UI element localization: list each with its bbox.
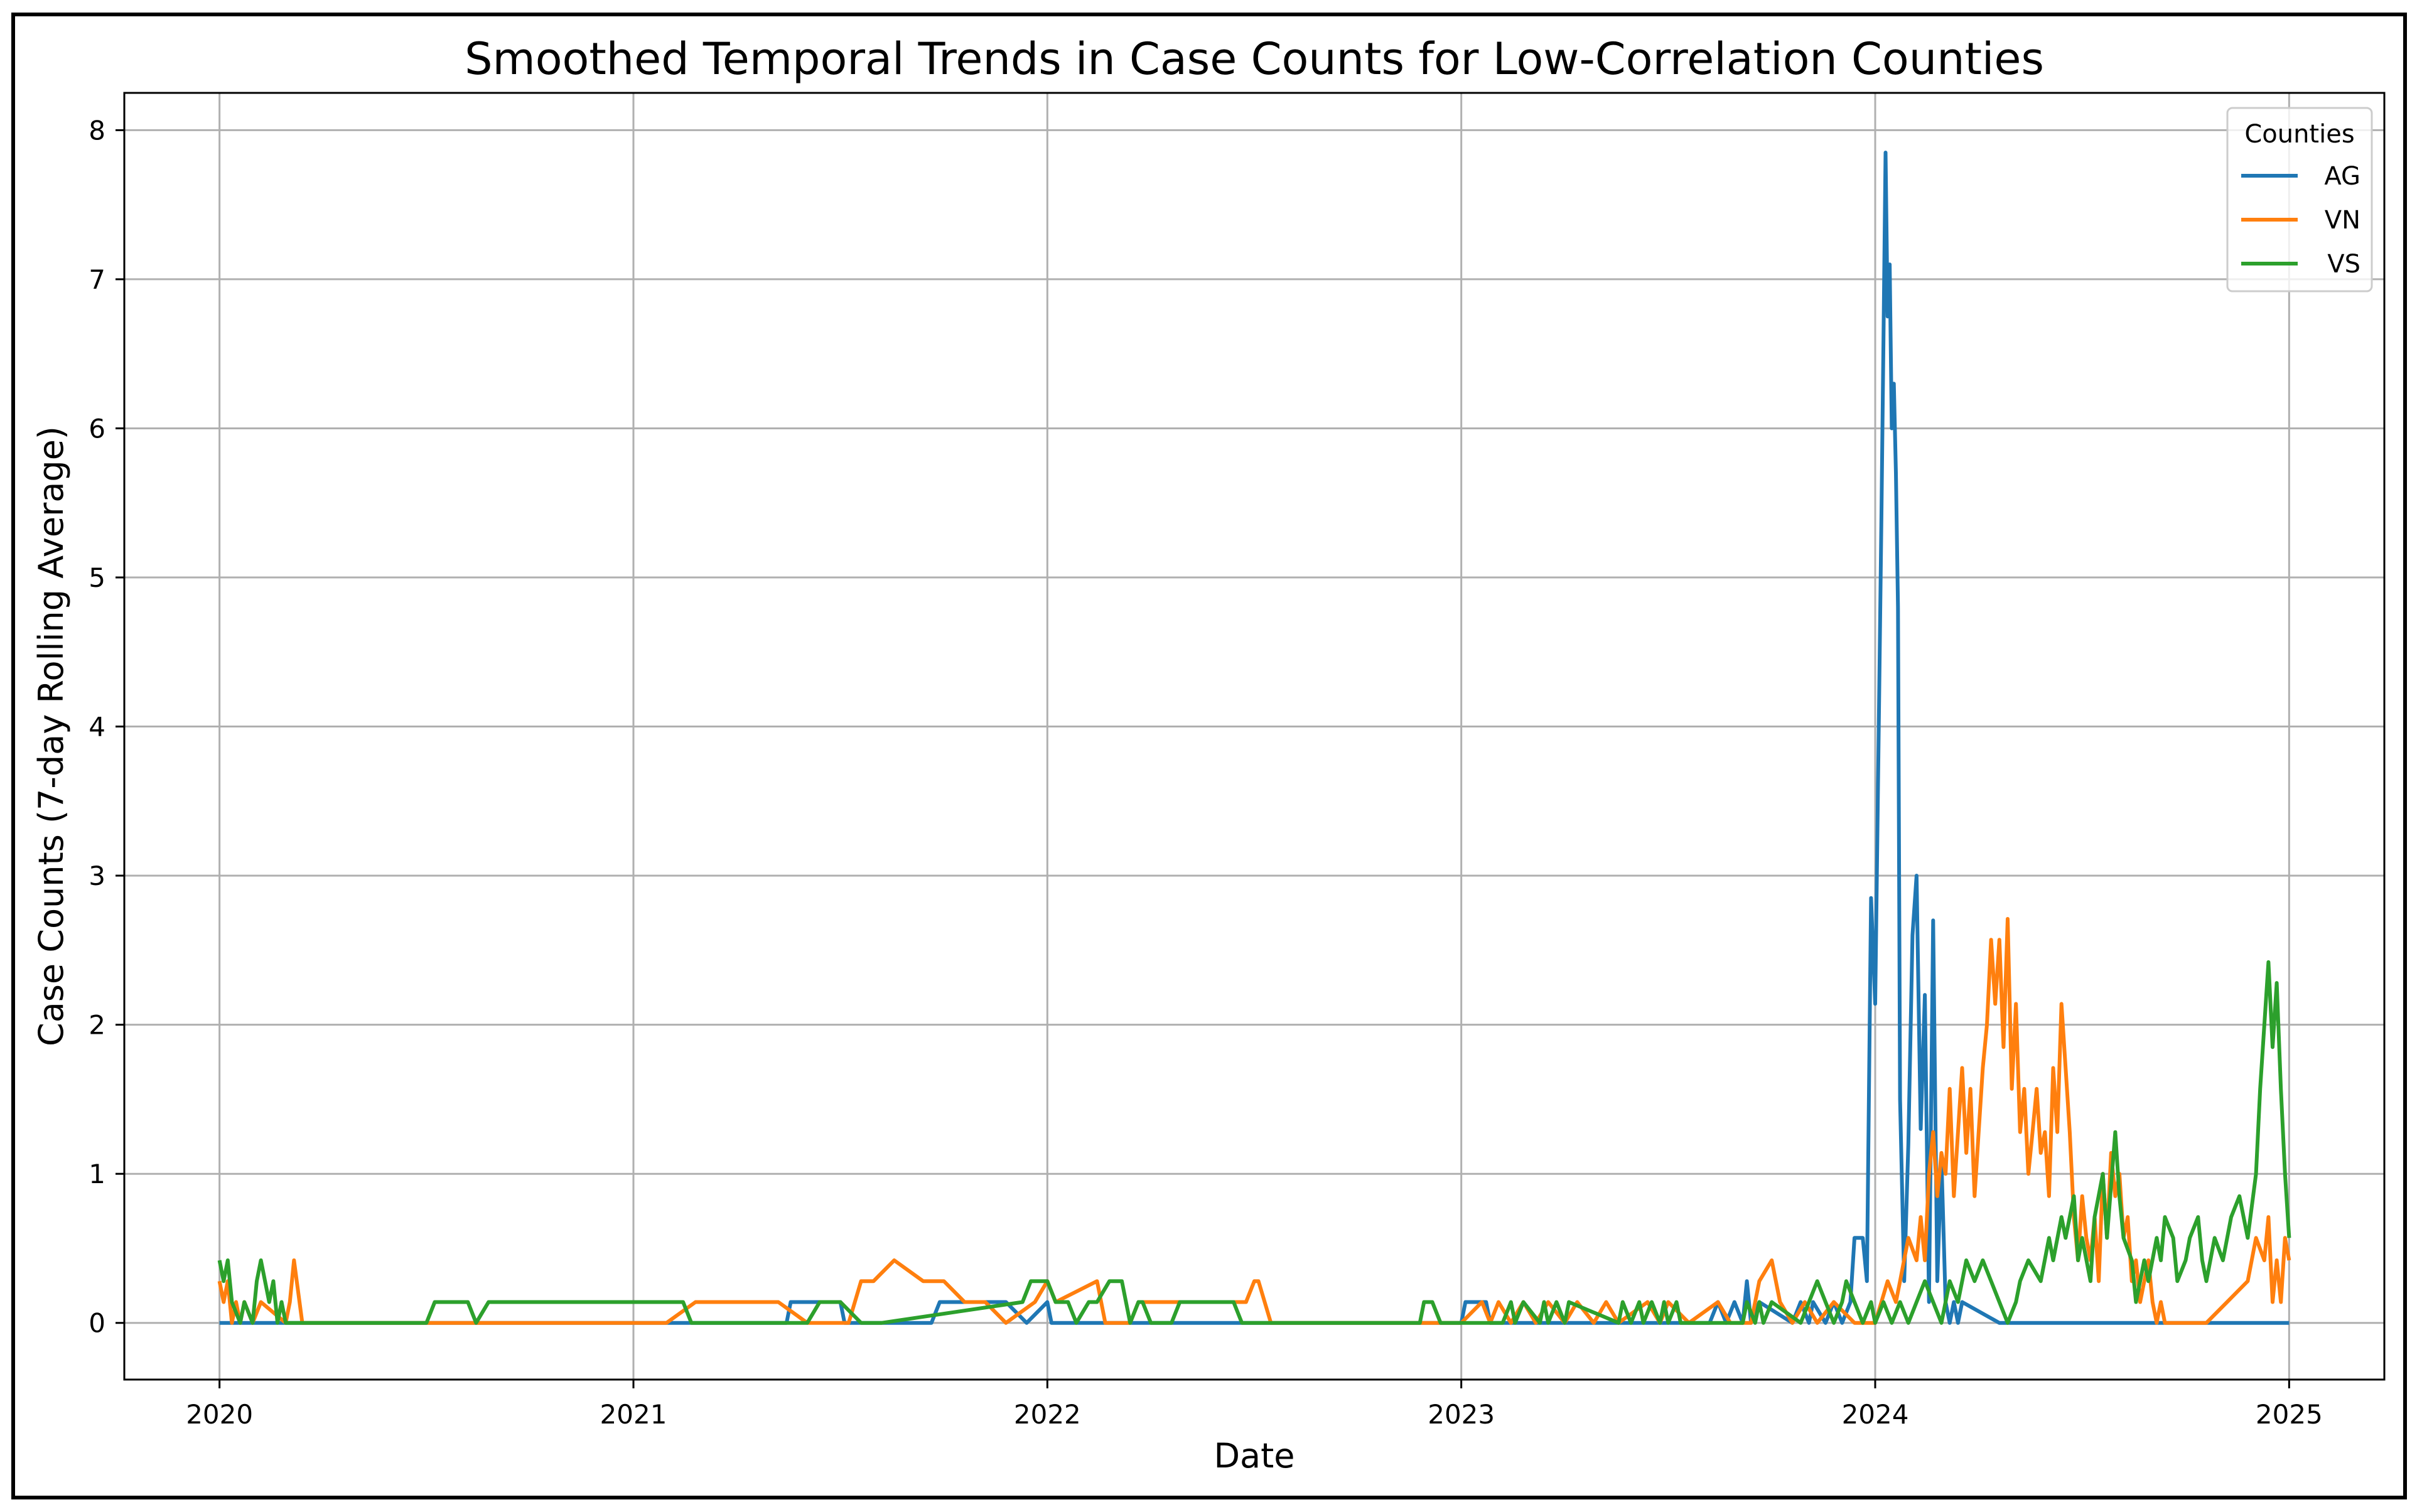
x-tick-label: 2023 [1428,1399,1495,1430]
y-tick-label: 0 [89,1308,105,1339]
x-tick-label: 2021 [600,1399,667,1430]
y-axis-label: Case Counts (7-day Rolling Average) [31,426,71,1046]
x-axis-label: Date [1214,1436,1294,1476]
x-tick-label: 2020 [186,1399,253,1430]
legend-box [2226,107,2373,292]
x-tick-label: 2024 [1842,1399,1909,1430]
grid [124,93,2384,1380]
figure-frame [11,13,2407,1499]
chart-title: Smoothed Temporal Trends in Case Counts … [465,33,2044,85]
y-tick-label: 4 [89,712,105,743]
legend-label-ag: AG [2324,162,2360,191]
legend-title: Counties [2244,120,2354,149]
x-tick-label: 2022 [1014,1399,1081,1430]
y-tick-label: 1 [89,1159,105,1189]
legend-label-vn: VN [2325,206,2360,235]
legend: Counties AG VN VS [2226,107,2373,292]
y-tick-label: 8 [89,115,105,146]
plot-area [123,92,2386,1381]
series-line-vn [217,917,2291,1325]
legend-label-vs: VS [2327,250,2360,279]
y-tick-label: 5 [89,562,105,593]
legend-items: AG VN VS [2241,162,2360,279]
axis-ticks: 2020 2021 2022 2023 2024 2025 0 1 2 3 4 5 6 7 8 [89,115,2323,1430]
y-tick-label: 7 [89,264,105,295]
series-lines [217,151,2291,1325]
y-tick-label: 2 [89,1010,105,1041]
x-tick-label: 2025 [2256,1399,2323,1430]
y-tick-label: 6 [89,413,105,444]
y-tick-label: 3 [89,861,105,891]
series-line-vs [217,960,2291,1325]
